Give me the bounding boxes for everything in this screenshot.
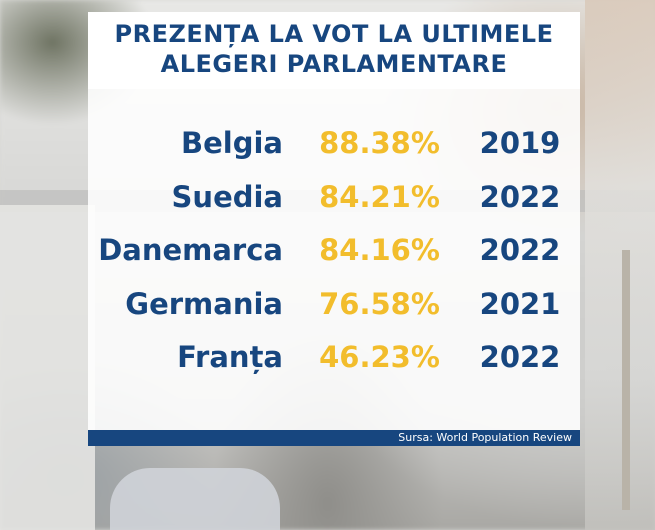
source-bar: Sursa: World Population Review [88, 430, 580, 446]
table-row: Germania 76.58% 2021 [88, 284, 580, 324]
turnout-value: 88.38% [319, 126, 440, 160]
background-right [585, 0, 655, 530]
title-box: PREZENȚA LA VOT LA ULTIMELE ALEGERI PARL… [88, 12, 580, 89]
title-line-2: ALEGERI PARLAMENTARE [160, 50, 508, 78]
election-year: 2022 [479, 233, 561, 267]
table-row: Suedia 84.21% 2022 [88, 177, 580, 217]
election-year: 2022 [479, 180, 561, 214]
country-name: Franța [177, 340, 283, 374]
country-name: Suedia [171, 180, 283, 214]
table-row: Belgia 88.38% 2019 [88, 123, 580, 163]
turnout-value: 46.23% [319, 340, 440, 374]
turnout-value: 84.21% [319, 180, 440, 214]
election-year: 2022 [479, 340, 561, 374]
table-row: Danemarca 84.16% 2022 [88, 230, 580, 270]
country-name: Belgia [181, 126, 283, 160]
turnout-panel: PREZENȚA LA VOT LA ULTIMELE ALEGERI PARL… [88, 12, 580, 446]
country-name: Danemarca [98, 233, 283, 267]
turnout-value: 84.16% [319, 233, 440, 267]
election-year: 2019 [479, 126, 561, 160]
background-stone [110, 468, 280, 530]
table-row: Franța 46.23% 2022 [88, 337, 580, 377]
country-name: Germania [125, 287, 283, 321]
election-year: 2021 [479, 287, 561, 321]
source-label: Sursa: World Population Review [398, 431, 572, 444]
background-post [622, 250, 630, 510]
title-line-1: PREZENȚA LA VOT LA ULTIMELE [114, 20, 554, 48]
background-wall [0, 205, 95, 530]
turnout-value: 76.58% [319, 287, 440, 321]
